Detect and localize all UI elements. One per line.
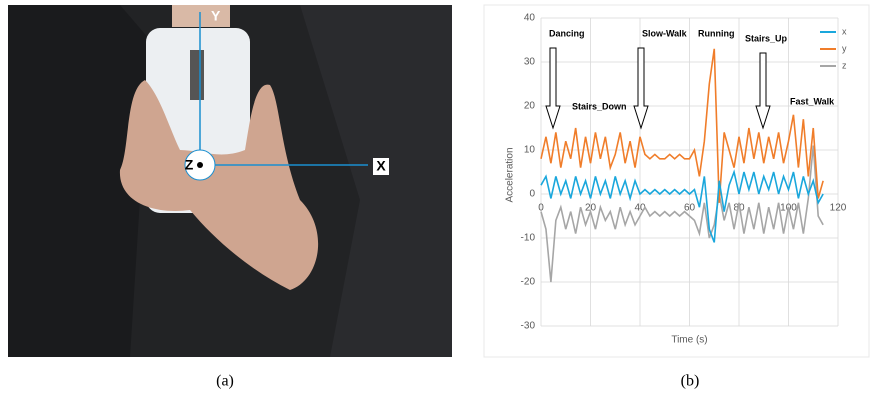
x-axis-title: Time (s) (671, 335, 707, 346)
annotation: Dancing (549, 28, 585, 38)
neck (172, 5, 230, 27)
x-tick-label: 60 (684, 203, 696, 214)
y-tick-label: -10 (521, 233, 536, 244)
y-axis-title: Acceleration (505, 147, 516, 202)
chart-frame (483, 4, 870, 358)
z-axis-dot (197, 162, 203, 168)
photo: Y Z X (8, 5, 452, 357)
series-line (540, 145, 824, 283)
annotation: Fast_Walk (790, 96, 835, 106)
annotation: Running (698, 28, 735, 38)
x-tick-label: 40 (634, 203, 646, 214)
caption-b: (b) (681, 373, 700, 390)
series-line (540, 169, 824, 243)
caption-a: (a) (216, 373, 234, 390)
y-tick-label: 40 (524, 13, 536, 24)
phone-camera (190, 50, 204, 100)
series-line (540, 48, 824, 203)
annotation-arrow (633, 47, 649, 130)
y-tick-label: -30 (521, 321, 536, 332)
annotation: Slow-Walk (642, 28, 688, 38)
annotation-arrow (545, 47, 561, 130)
legend-label: y (842, 43, 847, 53)
jacket-fold (300, 5, 452, 357)
jacket-shadow (8, 5, 150, 357)
x-axis-label: X (376, 158, 386, 174)
x-tick-label: 0 (538, 203, 544, 214)
x-tick-label: 20 (585, 203, 597, 214)
hand (119, 80, 319, 290)
y-tick-label: 0 (529, 189, 535, 200)
annotation: Stairs_Up (745, 33, 788, 43)
y-tick-label: 10 (524, 145, 536, 156)
legend-label: z (842, 60, 847, 70)
y-axis-label: Y (211, 8, 221, 24)
y-tick-label: -20 (521, 277, 536, 288)
annotation: Stairs_Down (572, 101, 627, 111)
legend-label: x (842, 26, 847, 36)
z-axis-label: Z (185, 157, 194, 173)
annotation-arrow (755, 52, 771, 130)
y-tick-label: 20 (524, 101, 536, 112)
y-tick-label: 30 (524, 57, 536, 68)
x-tick-label: 120 (830, 203, 847, 214)
x-label-box (373, 158, 389, 175)
